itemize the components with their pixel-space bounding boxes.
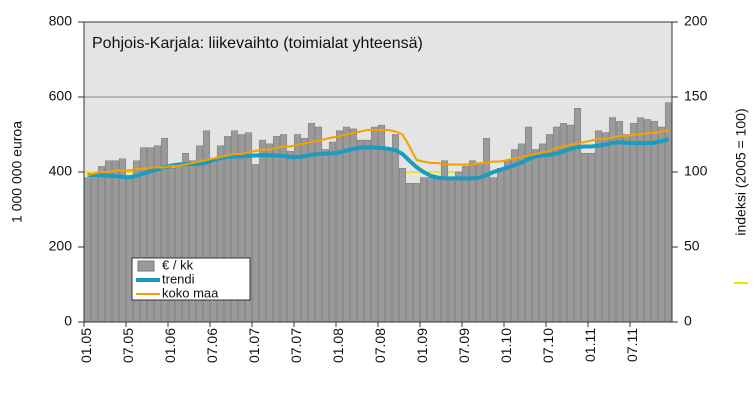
bar [545,134,554,323]
bar [300,138,309,323]
bar [615,121,624,323]
bar [657,126,666,323]
bar [335,130,344,323]
y2-axis-label: indeksi (2005 = 100) [733,108,749,235]
bar [433,179,442,323]
x-tick-label: 07.08 [372,328,388,363]
y-tick-label: 0 [64,313,72,329]
bar [622,134,631,323]
bar [636,117,645,323]
bar [552,126,561,323]
y-tick-label: 400 [49,163,73,179]
bar [111,160,120,323]
bar [398,168,407,323]
x-tick-label: 01.07 [246,328,262,363]
bar [279,134,288,323]
bar [265,143,274,323]
x-tick-label: 01.09 [414,328,430,363]
bar [377,124,386,323]
bar [475,164,484,323]
bar [489,177,498,323]
y2-tick-label: 200 [684,13,708,29]
bar [482,138,491,323]
bar [580,153,589,323]
bar [573,108,582,323]
bar [258,139,267,323]
y2-tick-label: 150 [684,88,708,104]
bar [454,171,463,323]
bar [503,160,512,323]
bar [328,141,337,323]
bar [566,124,575,323]
bar [447,177,456,323]
legend-label: trendi [162,271,195,286]
bar [391,134,400,323]
y2-tick-label: 100 [684,163,708,179]
bar [104,160,113,323]
legend-swatch [137,260,155,272]
x-tick-label: 01.11 [582,328,598,362]
bar [342,126,351,323]
bar [643,119,652,323]
x-tick-label: 01.05 [78,328,94,363]
legend-label: € / kk [162,257,194,272]
y-tick-label: 200 [49,238,73,254]
bar [286,151,295,323]
bar [510,149,519,323]
bar [251,164,260,323]
bar [419,177,428,323]
y-tick-label: 800 [49,13,73,29]
x-tick-label: 07.05 [120,328,136,363]
bar [629,123,638,323]
bar [664,102,673,323]
chart-title: Pohjois-Karjala: liikevaihto (toimialat … [92,35,423,52]
bar [538,143,547,323]
x-tick-label: 07.11 [624,328,640,362]
x-tick-label: 07.06 [204,328,220,363]
y2-tick-label: 50 [684,238,700,254]
line [87,129,669,176]
x-tick-label: 07.09 [456,328,472,363]
y-axis-label: 1 000 000 euroa [9,121,25,223]
x-tick-label: 07.10 [540,328,556,363]
y-tick-label: 600 [49,88,73,104]
bar [293,134,302,323]
x-tick-label: 01.10 [498,328,514,363]
bar [321,149,330,323]
legend-label: koko maa [162,285,219,300]
bar [461,166,470,323]
x-tick-label: 01.08 [330,328,346,363]
bar [384,149,393,323]
bar [97,166,106,323]
bar [440,160,449,323]
bar [594,130,603,323]
bar [272,136,281,323]
bar [650,121,659,323]
bar [83,177,92,323]
x-tick-label: 07.07 [288,328,304,363]
bar [405,183,414,323]
bar [608,117,617,323]
x-tick-label: 01.06 [162,328,178,363]
bar [587,153,596,323]
bar [412,183,421,323]
bar [426,177,435,323]
marks [83,102,673,323]
bar [468,160,477,323]
bar [531,149,540,323]
bar [118,158,127,323]
bar [356,139,365,323]
bar [90,173,99,323]
bar [349,128,358,323]
bar [601,132,610,323]
y2-tick-label: 0 [684,313,692,329]
bar [363,139,372,323]
bar [370,126,379,323]
bar [517,143,526,323]
bar [496,168,505,323]
